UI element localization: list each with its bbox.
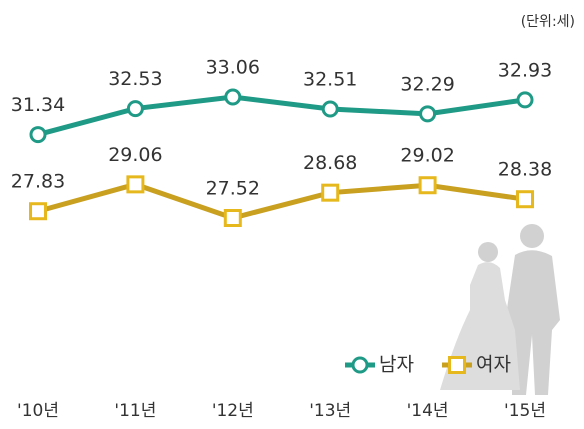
marker <box>226 90 240 104</box>
value-label: 28.38 <box>498 159 552 181</box>
value-label: 33.06 <box>206 57 260 79</box>
value-label: 27.83 <box>11 171 65 193</box>
marker <box>420 178 435 193</box>
legend-label: 여자 <box>476 354 511 376</box>
marker <box>518 93 532 107</box>
marker <box>128 102 142 116</box>
marker <box>421 107 435 121</box>
marker <box>31 204 46 219</box>
x-tick-label: '11년 <box>114 401 156 421</box>
value-label: 27.52 <box>206 178 260 200</box>
x-tick-label: '10년 <box>17 401 59 421</box>
marker <box>225 211 240 226</box>
legend-label: 남자 <box>379 354 414 376</box>
value-label: 32.53 <box>108 68 162 90</box>
value-label: 28.68 <box>303 152 357 174</box>
x-tick-label: '15년 <box>504 401 546 421</box>
x-tick-label: '12년 <box>212 401 254 421</box>
page: {"chart_data": {"type": "line", "unit": … <box>0 0 584 429</box>
marker <box>353 358 367 372</box>
value-label: 29.06 <box>108 144 162 166</box>
unit-label: (단위:세) <box>521 14 575 30</box>
x-tick-label: '14년 <box>407 401 449 421</box>
marker <box>128 177 143 192</box>
series-line <box>38 97 525 135</box>
series-line <box>38 184 525 218</box>
value-label: 31.34 <box>11 94 65 116</box>
marker <box>323 102 337 116</box>
value-label: 32.93 <box>498 59 552 81</box>
x-tick-label: '13년 <box>309 401 351 421</box>
chart: (단위:세) '10년 '11년 '12년 '13년 '14년 '15년 31.34 32.5… <box>0 0 584 429</box>
marker <box>31 128 45 142</box>
value-label: 32.29 <box>400 73 454 95</box>
value-label: 32.51 <box>303 69 357 91</box>
marker <box>518 192 533 207</box>
marker <box>323 185 338 200</box>
value-label: 29.02 <box>400 145 454 167</box>
marker <box>450 358 465 373</box>
